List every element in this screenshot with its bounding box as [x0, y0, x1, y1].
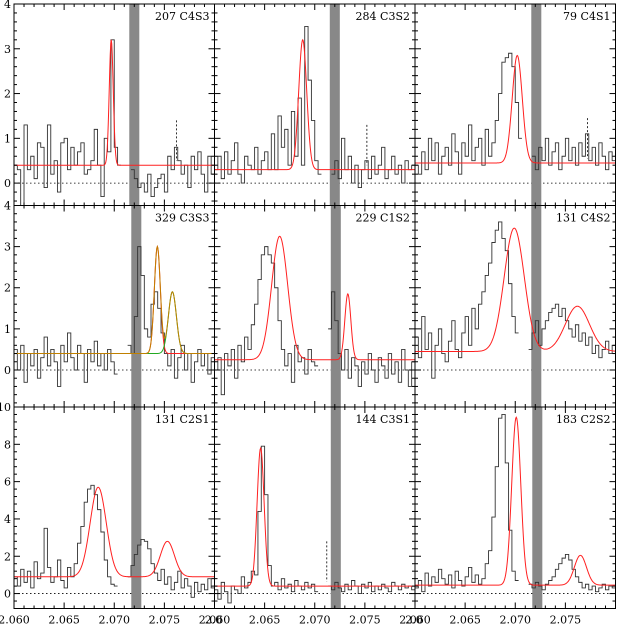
gaussian-fit — [415, 227, 616, 352]
panel-131-c2s1: 0 2 4 6 8 10 131 C2S1 — [0, 401, 215, 609]
x-tick-label: 2.065 — [48, 614, 80, 624]
masked-band — [131, 205, 142, 407]
y-tick-label: 1 — [4, 132, 11, 145]
x-tick-label: 2.065 — [249, 614, 281, 624]
panel-label: 207 C4S3 — [155, 10, 209, 23]
panel-label: 144 C3S1 — [356, 413, 410, 426]
masked-band — [131, 407, 142, 609]
y-tick-label: 3 — [4, 43, 11, 56]
panel-229-c1s2: 229 C1S2 — [214, 205, 416, 408]
panel-183-c2s2: 183 C2S2 — [414, 406, 616, 609]
x-tick-label: 2.060 — [399, 614, 431, 624]
x-tick-label: 2.075 — [550, 614, 582, 624]
masked-band — [531, 205, 542, 407]
x-tick-label: 2.0 — [205, 614, 223, 624]
x-tick-label: 2.070 — [99, 614, 131, 624]
gaussian-fit — [415, 54, 616, 164]
panel-label: 229 C1S2 — [356, 212, 410, 225]
spectrum-histogram — [14, 484, 215, 598]
panel-79-c4s1: 79 C4S1 — [414, 3, 616, 206]
y-tick-label: 3 — [4, 241, 11, 254]
spectrum-histogram — [415, 221, 616, 379]
masked-band — [330, 205, 341, 407]
y-tick-label: 6 — [4, 476, 11, 489]
y-tick-label: 10 — [0, 401, 11, 414]
y-tick-label: 2 — [4, 282, 11, 295]
spectrum-histogram — [14, 246, 215, 387]
spectrum-histogram — [214, 25, 415, 189]
gaussian-fit — [214, 235, 415, 361]
panel-label: 329 C3S3 — [155, 212, 209, 225]
masked-band — [531, 4, 542, 206]
panel-frame — [414, 205, 616, 408]
x-tick-label: 2.060 — [0, 614, 30, 624]
x-tick-label: 2.075 — [149, 614, 181, 624]
gaussian-fit — [415, 416, 616, 586]
masked-band — [532, 407, 543, 609]
x-tick-label: 2.060 — [199, 614, 231, 624]
panel-label: 79 C4S1 — [563, 10, 610, 23]
gaussian-fit — [14, 486, 215, 578]
panel-frame — [13, 205, 215, 408]
y-tick-label: 4 — [4, 513, 11, 526]
x-tick-label: 2.070 — [299, 614, 331, 624]
spectrum-histogram — [415, 414, 616, 593]
panel-284-c3s2: 284 C3S2 — [214, 3, 416, 206]
combined-fit — [14, 245, 215, 355]
gaussian-fit — [214, 446, 415, 587]
x-tick-label: 2.070 — [500, 614, 532, 624]
spectrum-histogram — [214, 246, 415, 396]
x-tick-label: 2.065 — [449, 614, 481, 624]
y-tick-label: 8 — [4, 438, 11, 451]
panel-label: 284 C3S2 — [356, 10, 410, 23]
y-tick-label: 2 — [4, 550, 11, 563]
panel-label: 131 C2S1 — [155, 413, 209, 426]
gaussian-fit — [214, 38, 415, 171]
x-tick-label: 2.0 — [405, 614, 423, 624]
panel-144-c3s1: 144 C3S1 — [214, 406, 416, 609]
panel-label: 131 C4S2 — [556, 212, 610, 225]
y-tick-label: 2 — [4, 88, 11, 101]
y-tick-label: 4 — [4, 0, 11, 11]
y-tick-label: 0 — [4, 364, 11, 377]
panel-131-c4s2: 131 C4S2 — [414, 205, 616, 408]
panel-frame — [414, 3, 616, 206]
panel-label: 183 C2S2 — [556, 413, 610, 426]
spectrum-histogram — [415, 52, 616, 175]
spectrum-histogram — [214, 445, 415, 604]
y-tick-label: 0 — [4, 177, 11, 190]
masked-band — [329, 4, 340, 206]
masked-band — [330, 407, 341, 609]
panel-207-c4s3: 0 1 2 3 4 207 C4S3 — [4, 0, 215, 206]
gaussian-fit — [14, 39, 215, 166]
y-tick-label: 4 — [4, 200, 11, 213]
y-tick-label: 0 — [4, 588, 11, 601]
y-tick-label: 1 — [4, 323, 11, 336]
masked-band — [129, 4, 140, 206]
x-tick-label: 2.075 — [349, 614, 381, 624]
panel-329-c3s3: 0 1 2 3 4 329 C3S3 — [4, 200, 215, 408]
spectrum-histogram — [14, 39, 215, 206]
